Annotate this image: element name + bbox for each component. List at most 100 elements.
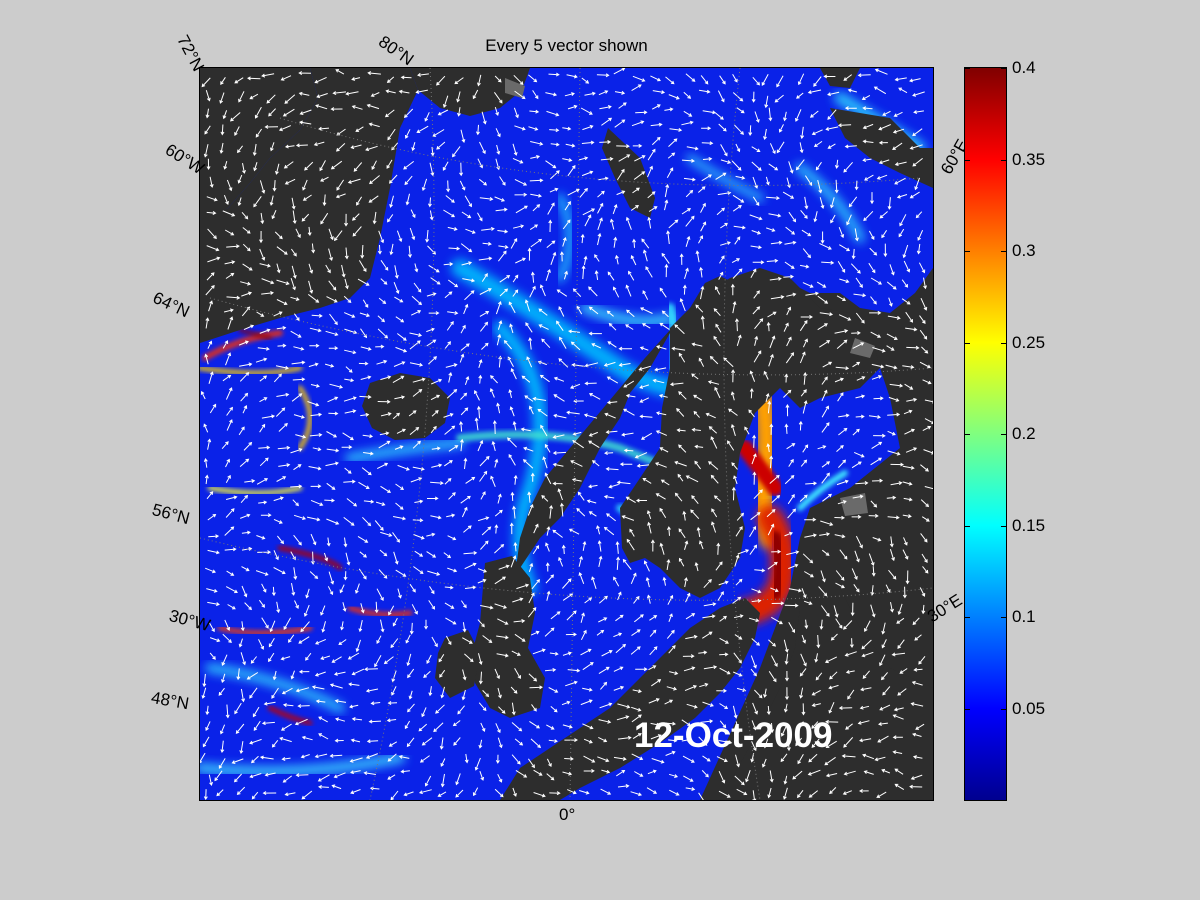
vector-arrow xyxy=(851,568,858,580)
vector-arrow xyxy=(855,414,865,419)
vector-arrow xyxy=(784,240,797,245)
vector-arrow xyxy=(882,110,891,116)
vector-arrow xyxy=(291,360,306,365)
vector-arrow xyxy=(664,183,670,198)
vector-arrow xyxy=(716,542,721,555)
vector-arrow xyxy=(583,768,595,773)
vector-arrow xyxy=(334,699,347,703)
vector-arrow xyxy=(691,373,699,380)
vector-arrow xyxy=(830,633,838,641)
vector-arrow xyxy=(623,408,635,416)
vector-arrow xyxy=(769,335,776,349)
vector-arrow xyxy=(209,637,221,643)
vector-arrow xyxy=(239,362,253,367)
vector-arrow xyxy=(204,353,209,365)
vector-arrow xyxy=(566,610,577,621)
vector-arrow xyxy=(271,586,276,597)
vector-arrow xyxy=(902,514,912,519)
vector-arrow xyxy=(598,666,610,675)
vector-arrow xyxy=(552,481,563,486)
vector-arrow xyxy=(766,443,771,453)
vector-arrow xyxy=(481,526,492,536)
vector-arrow xyxy=(693,410,700,418)
vector-arrow xyxy=(581,140,595,145)
vector-arrow xyxy=(608,322,617,331)
vector-arrow xyxy=(666,167,674,179)
vector-arrow xyxy=(915,211,923,219)
vector-arrow xyxy=(848,196,858,208)
vector-arrow xyxy=(631,629,641,637)
vector-arrow xyxy=(479,288,492,295)
vector-arrow xyxy=(305,588,310,599)
vector-arrow xyxy=(860,687,872,692)
vector-arrow xyxy=(719,667,731,675)
vector-arrow xyxy=(545,269,551,281)
vector-arrow xyxy=(528,337,533,350)
vector-arrow xyxy=(648,665,657,671)
vector-arrow xyxy=(273,518,283,524)
vector-arrow xyxy=(207,601,220,607)
vector-arrow xyxy=(892,142,903,150)
vector-arrow xyxy=(859,705,870,710)
vector-arrow xyxy=(249,738,262,745)
vector-arrow xyxy=(751,741,757,752)
vector-arrow xyxy=(325,330,339,336)
vector-arrow xyxy=(527,247,532,261)
vector-arrow xyxy=(645,576,650,588)
vector-arrow xyxy=(841,754,856,759)
vector-arrow xyxy=(786,306,792,316)
vector-arrow xyxy=(695,250,700,263)
vector-arrow xyxy=(246,672,259,680)
vector-arrow xyxy=(834,179,839,194)
europe-mainland xyxy=(500,598,760,800)
vector-arrow xyxy=(498,706,506,714)
vector-arrow xyxy=(873,433,886,438)
vector-arrow xyxy=(639,397,650,403)
vector-arrow xyxy=(530,472,535,482)
vector-arrow xyxy=(732,194,745,203)
vector-arrow xyxy=(514,668,521,680)
vector-arrow xyxy=(290,484,303,489)
vector-arrow xyxy=(515,205,528,214)
vector-arrow xyxy=(225,508,235,518)
vector-arrow xyxy=(703,602,717,607)
vector-arrow xyxy=(834,329,849,334)
vector-arrow xyxy=(596,629,605,636)
vector-arrow xyxy=(817,295,829,304)
vector-arrow xyxy=(277,445,291,450)
vector-arrow xyxy=(800,209,808,219)
vector-arrow xyxy=(276,601,281,614)
vector-arrow xyxy=(661,252,670,264)
vector-arrow xyxy=(634,155,646,162)
vector-arrow xyxy=(660,479,670,486)
vector-arrow xyxy=(819,619,824,630)
vector-arrow xyxy=(807,769,821,776)
vector-arrow xyxy=(838,459,847,468)
vector-arrow xyxy=(783,389,792,398)
vector-arrow xyxy=(886,333,898,340)
vector-arrow xyxy=(870,277,883,285)
vector-arrow xyxy=(377,315,386,323)
vector-arrow xyxy=(335,193,346,199)
vector-arrow xyxy=(293,567,298,580)
vector-arrow xyxy=(261,291,274,295)
vector-arrow xyxy=(770,655,778,667)
vector-arrow xyxy=(497,493,502,504)
vector-arrow xyxy=(641,238,650,249)
vector-arrow xyxy=(344,467,352,474)
vector-arrow xyxy=(295,773,309,778)
vector-arrow xyxy=(691,495,699,505)
vector-arrow xyxy=(236,668,241,681)
vector-arrow xyxy=(498,250,507,262)
vector-arrow xyxy=(444,477,452,485)
vector-arrow xyxy=(912,617,920,626)
vector-arrow xyxy=(511,754,521,765)
vector-arrow xyxy=(301,213,310,222)
vector-arrow xyxy=(526,356,533,368)
vector-arrow xyxy=(412,466,425,471)
vector-arrow xyxy=(558,358,569,368)
vector-arrow xyxy=(293,534,302,546)
vector-arrow xyxy=(316,93,328,99)
vector-arrow xyxy=(921,516,930,522)
vector-arrow xyxy=(438,654,445,663)
